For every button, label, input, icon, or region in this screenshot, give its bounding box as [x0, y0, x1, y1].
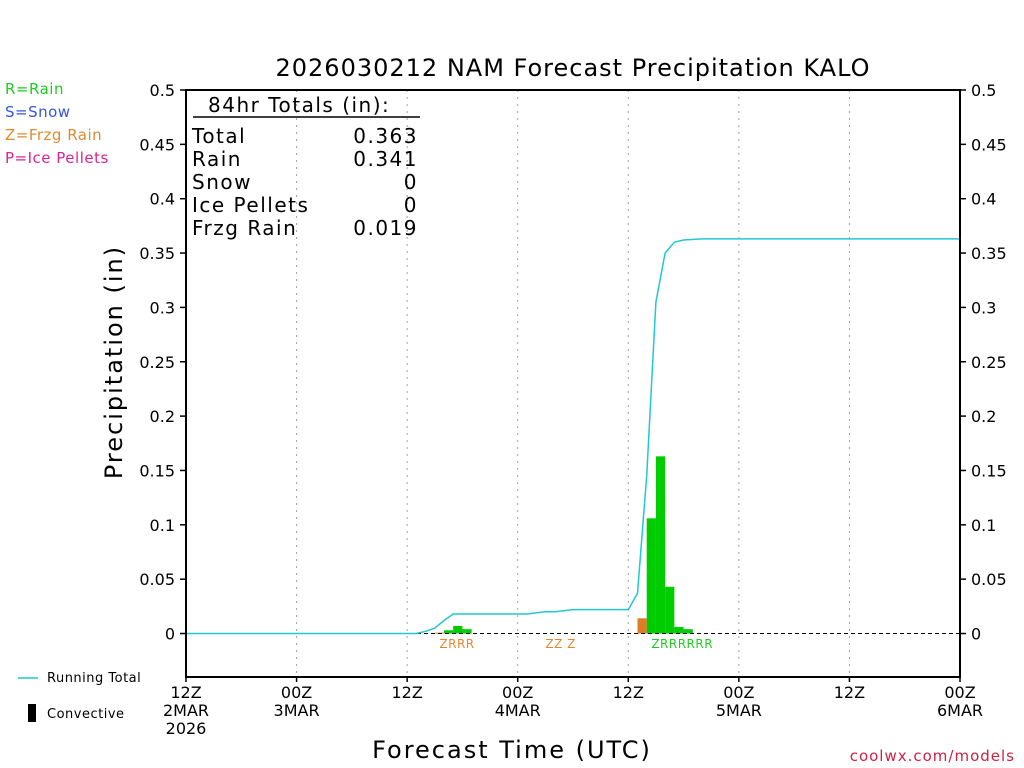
totals-label-frzg-rain: Frzg Rain: [192, 216, 297, 240]
y-tick-label-left: 0.05: [139, 570, 175, 589]
totals-label-total: Total: [191, 124, 246, 148]
totals-header: 84hr Totals (in):: [208, 93, 390, 117]
y-axis-label: Precipitation (in): [100, 245, 128, 479]
totals-label-ice-pellets: Ice Pellets: [192, 193, 309, 217]
y-tick-label-left: 0.35: [139, 244, 175, 263]
bar-54: [683, 629, 693, 634]
totals-value-rain: 0.341: [353, 147, 418, 171]
x-tick-label: 12Z: [834, 683, 865, 702]
y-tick-label-left: 0.15: [139, 461, 175, 480]
x-tick-label: 12Z: [613, 683, 644, 702]
running-total-line: [186, 238, 960, 635]
x-tick-label: 12Z: [170, 683, 201, 702]
x-tick-label: 2026: [166, 719, 207, 738]
totals-label-rain: Rain: [192, 147, 242, 171]
y-tick-label-right: 0.1: [971, 516, 996, 535]
y-tick-label-right: 0.4: [971, 190, 996, 209]
bar-29: [453, 625, 463, 634]
y-tick-label-right: 0.35: [971, 244, 1007, 263]
bar-51: [655, 456, 666, 634]
x-tick-label: 6MAR: [937, 701, 983, 720]
y-tick-label-right: 0.3: [971, 298, 996, 317]
y-tick-label-left: 0.1: [150, 516, 175, 535]
y-tick-label-right: 0.25: [971, 353, 1007, 372]
x-tick-label: 3MAR: [274, 701, 320, 720]
x-tick-label: 00Z: [281, 683, 312, 702]
x-tick-label: 00Z: [502, 683, 533, 702]
y-tick-label-right: 0.05: [971, 570, 1007, 589]
x-tick-label: 5MAR: [716, 701, 762, 720]
plot-frame: [185, 89, 961, 678]
bar-52: [665, 586, 675, 634]
legend-snow: S=Snow: [5, 103, 71, 121]
y-tick-label-left: 0.45: [139, 135, 175, 154]
precip-type-label: ZRRR: [439, 637, 474, 651]
running-total-legend-label: Running Total: [47, 671, 141, 686]
y-tick-label-left: 0.3: [150, 298, 175, 317]
x-axis-label: Forecast Time (UTC): [372, 736, 652, 764]
legend-ice-pellets: P=Ice Pellets: [5, 149, 109, 167]
totals-value-frzg-rain: 0.019: [353, 216, 418, 240]
y-tick-label-right: 0.45: [971, 135, 1007, 154]
bar-28: [444, 630, 454, 634]
x-tick-label: 00Z: [944, 683, 975, 702]
precip-type-label: ZZ Z: [545, 637, 575, 651]
credit-text: coolwx.com/models: [850, 747, 1015, 765]
legend-rain: R=Rain: [5, 80, 64, 98]
precip-type-label: ZRRRRRR: [651, 637, 713, 651]
x-tick-label: 12Z: [391, 683, 422, 702]
x-tick-label: 4MAR: [495, 701, 541, 720]
bar-49: [637, 618, 647, 634]
y-tick-label-right: 0.5: [971, 81, 996, 100]
chart-title: 2026030212 NAM Forecast Precipitation KA…: [276, 54, 871, 82]
totals-label-snow: Snow: [192, 170, 252, 194]
y-tick-label-left: 0.25: [139, 353, 175, 372]
x-tick-label: 00Z: [723, 683, 754, 702]
y-tick-label-right: 0: [971, 625, 981, 644]
convective-legend-swatch: [28, 704, 36, 722]
y-tick-label-left: 0: [165, 625, 175, 644]
bar-30: [462, 629, 472, 634]
y-tick-label-right: 0.15: [971, 461, 1007, 480]
legend-frzg-rain: Z=Frzg Rain: [5, 126, 103, 144]
y-tick-label-left: 0.5: [150, 81, 175, 100]
convective-legend-label: Convective: [47, 707, 125, 722]
bar-50: [646, 518, 656, 634]
bar-53: [674, 626, 684, 634]
y-tick-label-right: 0.2: [971, 407, 996, 426]
totals-value-total: 0.363: [353, 124, 418, 148]
totals-value-snow: 0: [404, 170, 418, 194]
y-tick-label-left: 0.4: [150, 190, 175, 209]
totals-value-ice-pellets: 0: [404, 193, 418, 217]
y-tick-label-left: 0.2: [150, 407, 175, 426]
x-tick-label: 2MAR: [163, 701, 209, 720]
